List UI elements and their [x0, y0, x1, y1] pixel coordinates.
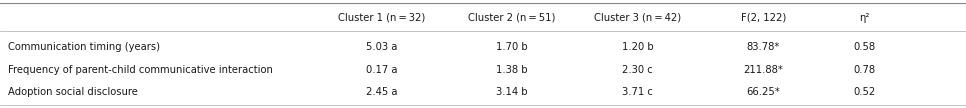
Text: 0.52: 0.52 [853, 87, 876, 97]
Text: Frequency of parent-child communicative interaction: Frequency of parent-child communicative … [8, 65, 272, 75]
Text: Communication timing (years): Communication timing (years) [8, 42, 159, 52]
Text: Cluster 1 (n = 32): Cluster 1 (n = 32) [338, 13, 425, 23]
Text: F(2, 122): F(2, 122) [741, 13, 785, 23]
Text: 3.14 b: 3.14 b [497, 87, 527, 97]
Text: 1.20 b: 1.20 b [622, 42, 653, 52]
Text: 66.25*: 66.25* [747, 87, 780, 97]
Text: 0.17 a: 0.17 a [366, 65, 397, 75]
Text: Cluster 3 (n = 42): Cluster 3 (n = 42) [594, 13, 681, 23]
Text: 211.88*: 211.88* [743, 65, 783, 75]
Text: 3.71 c: 3.71 c [622, 87, 653, 97]
Text: 5.03 a: 5.03 a [366, 42, 397, 52]
Text: 1.38 b: 1.38 b [497, 65, 527, 75]
Text: Adoption social disclosure: Adoption social disclosure [8, 87, 137, 97]
Text: 2.30 c: 2.30 c [622, 65, 653, 75]
Text: 2.45 a: 2.45 a [366, 87, 397, 97]
Text: 83.78*: 83.78* [747, 42, 780, 52]
Text: η²: η² [860, 13, 869, 23]
Text: Cluster 2 (n = 51): Cluster 2 (n = 51) [469, 13, 555, 23]
Text: 1.70 b: 1.70 b [497, 42, 527, 52]
Text: 0.58: 0.58 [854, 42, 875, 52]
Text: 0.78: 0.78 [854, 65, 875, 75]
